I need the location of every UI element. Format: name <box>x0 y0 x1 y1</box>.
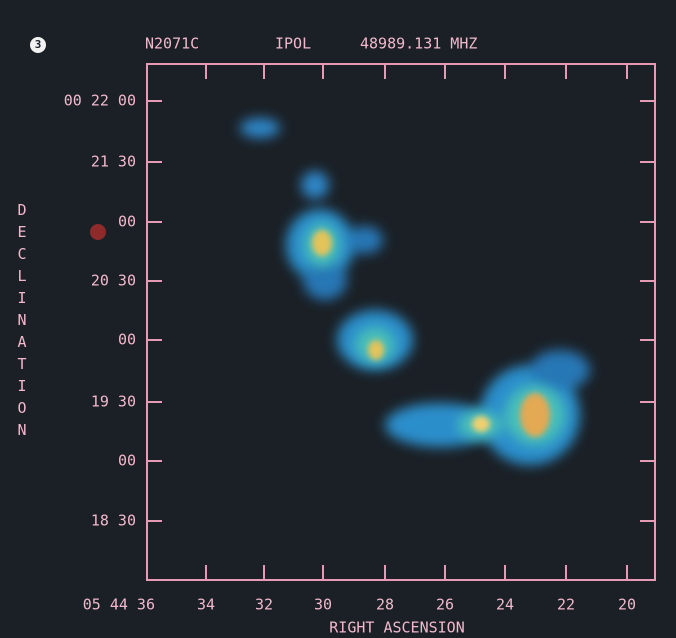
frequency: 48989.131 MHZ <box>360 35 477 53</box>
source-name: N2071C <box>145 35 199 53</box>
x-tick-label: 22 <box>557 596 575 614</box>
y-tick-label: 18 30 <box>91 512 136 530</box>
polarization: IPOL <box>275 35 311 53</box>
y-tick-label: 00 <box>118 452 136 470</box>
y-tick-label: 00 22 00 <box>64 92 136 110</box>
y-tick-label: 20 30 <box>91 272 136 290</box>
x-tick-label: 05 44 36 <box>83 596 155 614</box>
x-tick-label: 20 <box>618 596 636 614</box>
x-tick-label: 28 <box>376 596 394 614</box>
x-tick-label: 34 <box>197 596 215 614</box>
x-axis-title: RIGHT ASCENSION <box>329 619 464 637</box>
panel-label: 3 <box>35 38 42 51</box>
y-tick-label: 21 30 <box>91 153 136 171</box>
y-tick-label: 00 <box>118 213 136 231</box>
y-axis-title: DECLINATION <box>13 201 31 443</box>
radio-map: 3 N2071C IPOL 48989.131 MHZ DECLINATION … <box>0 0 676 638</box>
y-tick-label: 19 30 <box>91 393 136 411</box>
y-tick-label: 00 <box>118 331 136 349</box>
x-tick-label: 24 <box>496 596 514 614</box>
x-tick-label: 32 <box>255 596 273 614</box>
x-tick-label: 26 <box>436 596 454 614</box>
marker <box>90 224 106 240</box>
x-tick-label: 30 <box>314 596 332 614</box>
